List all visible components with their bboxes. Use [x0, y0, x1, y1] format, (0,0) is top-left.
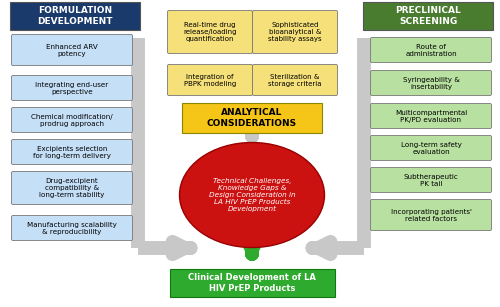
Text: Sophisticated
bioanalytical &
stability assays: Sophisticated bioanalytical & stability … — [268, 22, 322, 42]
FancyBboxPatch shape — [252, 64, 338, 95]
Text: Integrating end-user
perspective: Integrating end-user perspective — [36, 81, 109, 95]
FancyBboxPatch shape — [370, 168, 492, 192]
Text: PRECLINICAL
SCREENING: PRECLINICAL SCREENING — [395, 6, 461, 26]
FancyBboxPatch shape — [182, 103, 322, 133]
FancyBboxPatch shape — [370, 103, 492, 129]
Text: ANALYTICAL
CONSIDERATIONS: ANALYTICAL CONSIDERATIONS — [207, 108, 297, 128]
Text: Subtherapeutic
PK tail: Subtherapeutic PK tail — [404, 173, 458, 186]
FancyBboxPatch shape — [12, 139, 132, 165]
Ellipse shape — [180, 142, 324, 247]
FancyBboxPatch shape — [363, 2, 493, 30]
FancyBboxPatch shape — [370, 200, 492, 231]
Text: Long-term safety
evaluation: Long-term safety evaluation — [400, 142, 462, 154]
FancyBboxPatch shape — [12, 107, 132, 133]
FancyBboxPatch shape — [168, 10, 252, 53]
FancyBboxPatch shape — [12, 172, 132, 204]
FancyBboxPatch shape — [370, 135, 492, 161]
Text: FORMULATION
DEVELOPMENT: FORMULATION DEVELOPMENT — [37, 6, 113, 26]
Text: Technical Challenges,
Knowledge Gaps &
Design Consideration in
LA HIV PrEP Produ: Technical Challenges, Knowledge Gaps & D… — [208, 178, 296, 212]
FancyBboxPatch shape — [168, 64, 252, 95]
Text: Multicompartmental
PK/PD evaluation: Multicompartmental PK/PD evaluation — [395, 110, 467, 122]
Text: Incorporating patients'
related factors: Incorporating patients' related factors — [390, 208, 471, 221]
FancyBboxPatch shape — [170, 269, 334, 297]
Text: Enhanced ARV
potency: Enhanced ARV potency — [46, 44, 98, 56]
FancyBboxPatch shape — [370, 37, 492, 63]
FancyBboxPatch shape — [252, 10, 338, 53]
FancyBboxPatch shape — [12, 34, 132, 65]
Text: Route of
administration: Route of administration — [405, 44, 457, 56]
Text: Chemical modification/
prodrug approach: Chemical modification/ prodrug approach — [31, 114, 113, 126]
Text: Real-time drug
release/loading
quantification: Real-time drug release/loading quantific… — [183, 22, 237, 42]
Text: Excipients selection
for long-term delivery: Excipients selection for long-term deliv… — [33, 146, 111, 158]
FancyBboxPatch shape — [370, 71, 492, 95]
Text: Drug-excipient
compatibility &
long-term stability: Drug-excipient compatibility & long-term… — [40, 178, 104, 198]
Text: Sterilization &
storage criteria: Sterilization & storage criteria — [268, 73, 322, 87]
FancyBboxPatch shape — [12, 216, 132, 240]
Text: Manufacturing scalability
& reproducibility: Manufacturing scalability & reproducibil… — [27, 221, 117, 235]
Text: Integration of
PBPK modeling: Integration of PBPK modeling — [184, 73, 236, 87]
FancyBboxPatch shape — [10, 2, 140, 30]
Text: Syringeability &
insertability: Syringeability & insertability — [402, 76, 460, 90]
Text: Clinical Development of LA
HIV PrEP Products: Clinical Development of LA HIV PrEP Prod… — [188, 273, 316, 293]
FancyBboxPatch shape — [12, 76, 132, 100]
